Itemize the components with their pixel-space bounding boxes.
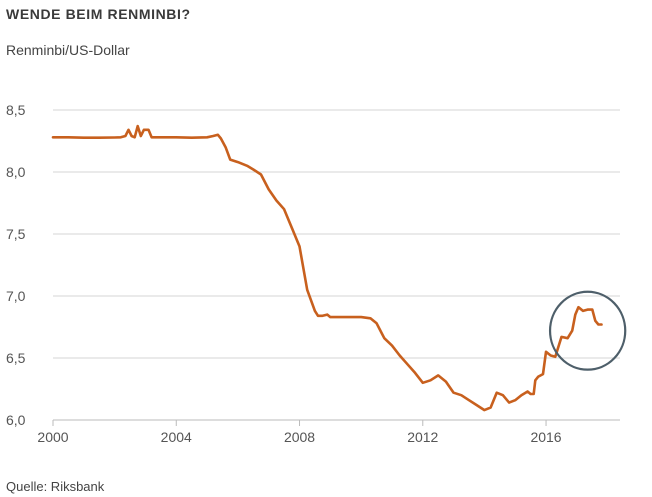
chart-title: WENDE BEIM RENMINBI? <box>6 6 191 22</box>
series-layer <box>51 124 603 412</box>
tick-labels: 6,0 6,5 7,0 7,5 8,0 8,5 2000 2004 2008 2012 2016 <box>6 102 562 445</box>
series-line-0 <box>51 124 603 412</box>
x-tick-label: 2012 <box>407 429 438 445</box>
grid-lines <box>53 109 620 359</box>
annotation-layer <box>548 290 627 371</box>
x-axis <box>52 419 620 426</box>
y-tick-label: 6,5 <box>6 350 26 366</box>
y-tick-label: 8,0 <box>6 164 26 180</box>
chart-subtitle: Renminbi/US-Dollar <box>6 42 130 58</box>
x-tick-label: 2016 <box>530 429 561 445</box>
y-tick-label: 8,5 <box>6 102 26 118</box>
source-note: Quelle: Riksbank <box>6 479 105 494</box>
x-tick-label: 2004 <box>161 429 192 445</box>
highlight-circle <box>548 290 627 371</box>
x-tick-label: 2008 <box>284 429 315 445</box>
y-tick-label: 7,5 <box>6 226 26 242</box>
y-tick-label: 6,0 <box>6 412 26 428</box>
x-tick-label: 2000 <box>37 429 68 445</box>
y-tick-label: 7,0 <box>6 288 26 304</box>
